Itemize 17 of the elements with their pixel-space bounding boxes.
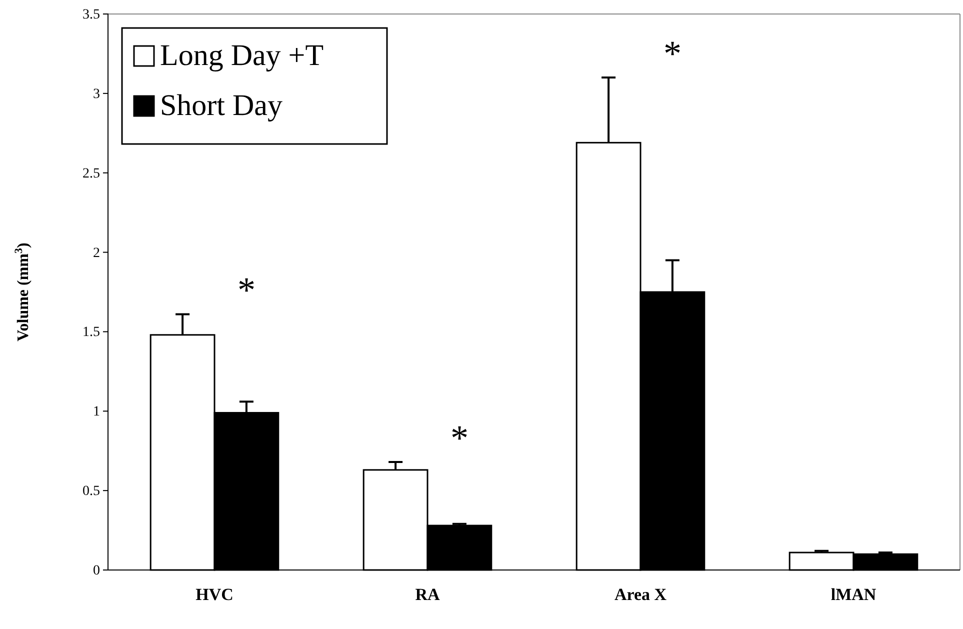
y-tick-label: 2.5 [82, 166, 100, 182]
y-tick-label: 0 [93, 563, 100, 578]
y-tick-label: 1 [93, 404, 100, 420]
x-tick-label: RA [415, 585, 440, 604]
x-tick-label: Area X [614, 585, 668, 604]
annotation: * [237, 270, 256, 310]
x-tick-label: lMAN [830, 585, 877, 604]
annotation: * [450, 418, 468, 458]
x-tick-label: HVC [196, 585, 234, 604]
annotation: * [663, 34, 682, 74]
legend-label: Short Day [160, 89, 282, 122]
legend-label: Long Day +T [160, 39, 324, 72]
y-tick-label: 0.5 [82, 484, 100, 500]
y-tick-label: 1.5 [82, 325, 100, 340]
y-tick-label: 3.5 [82, 7, 100, 22]
y-tick-label: 3 [93, 86, 100, 102]
y-tick-label: 2 [93, 246, 100, 261]
